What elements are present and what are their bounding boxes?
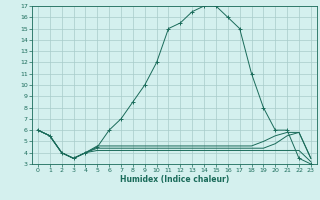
X-axis label: Humidex (Indice chaleur): Humidex (Indice chaleur) <box>120 175 229 184</box>
